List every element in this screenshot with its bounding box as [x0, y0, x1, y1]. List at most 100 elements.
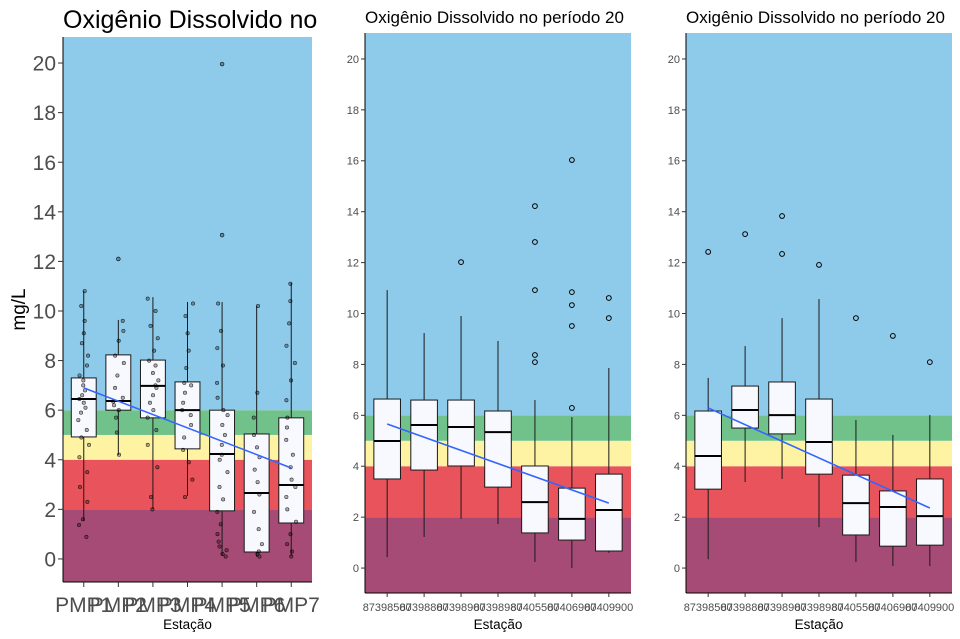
- panel1-jitter-point: [284, 425, 289, 430]
- panel1-jitter-point: [145, 442, 150, 447]
- panel1-jitter-point: [217, 544, 222, 549]
- panel3: 0 2 4 6 8 10 12 14 16 18 20 87398500873988008739890…: [668, 8, 955, 632]
- panel1-jitter-point: [221, 408, 226, 413]
- panel3-ytick-label: 20: [668, 54, 680, 66]
- panel1-ytick-label: 10: [33, 301, 56, 324]
- panel3-xtick-label: 87405500: [831, 602, 880, 614]
- panel1-jitter-point: [186, 348, 191, 353]
- panel1-jitter-point: [85, 470, 90, 475]
- panel1-jitter-point: [217, 485, 222, 490]
- panel1-jitter-point: [220, 551, 225, 556]
- panel1-jitter-point: [76, 418, 81, 423]
- panel2-xtick-label: 87409900: [584, 602, 633, 614]
- panel1-jitter-point: [218, 522, 223, 527]
- panel1-jitter-point: [145, 296, 150, 301]
- panel2-outlier-point: [532, 239, 538, 245]
- panel2-outlier-point: [568, 323, 575, 329]
- panel1-jitter-point: [82, 318, 87, 323]
- panel1-jitter-point: [181, 447, 186, 452]
- panel1-jitter-point: [255, 304, 260, 309]
- panel1-jitter-point: [147, 400, 152, 405]
- panel1-jitter-point: [81, 378, 86, 383]
- panel1-jitter-point: [153, 363, 158, 368]
- panel3-box: [879, 490, 907, 547]
- panel1-ytick-label: 4: [44, 449, 56, 472]
- panel2-ytick-label: 0: [353, 563, 359, 575]
- panel3-box: [694, 410, 722, 490]
- panel1-jitter-point: [224, 548, 229, 553]
- panel1-jitter-point: [77, 455, 82, 460]
- panel2-box: [373, 398, 401, 480]
- panel1-box: [278, 417, 305, 524]
- panel1-jitter-point: [155, 465, 160, 470]
- panel1-jitter-point: [256, 527, 261, 532]
- panel2-ytick-label: 4: [353, 461, 359, 473]
- panel2: 0 2 4 6 8 10 12 14 16 18 20 87398500873988008739890…: [347, 8, 634, 632]
- panel1-title: Oxigênio Dissolvido no: [63, 6, 317, 34]
- panel2-box: [484, 410, 512, 488]
- panel3-outlier-point: [889, 333, 896, 339]
- panel3-xtick-label: 87406900: [868, 602, 917, 614]
- panel1-outlier-point: [219, 61, 225, 67]
- panel1-jitter-point: [153, 383, 158, 388]
- panel1-jitter-point: [82, 289, 87, 294]
- panel3-outlier-point: [742, 231, 749, 237]
- panel1-jitter-point: [287, 321, 292, 326]
- panel1-ytick-label: 8: [44, 350, 56, 373]
- panel1-box: [174, 381, 201, 450]
- panel1-jitter-point: [80, 517, 85, 522]
- panel1-jitter-point: [117, 452, 122, 457]
- panel1-jitter-point: [255, 480, 260, 485]
- panel1-jitter-point: [182, 390, 187, 395]
- panel3-ytick-label: 4: [674, 461, 680, 473]
- panel1-jitter-point: [220, 423, 225, 428]
- panel1-jitter-point: [121, 361, 126, 366]
- panel1-jitter-point: [114, 430, 119, 435]
- panel1-jitter-point: [217, 457, 222, 462]
- panel1-jitter-point: [284, 343, 289, 348]
- panel1-jitter-point: [116, 408, 121, 413]
- panel1-jitter-point: [252, 432, 257, 437]
- panel3-xtick-label: 87398900: [758, 602, 807, 614]
- panel1-ytick-label: 18: [33, 102, 56, 125]
- panel1-jitter-point: [216, 539, 221, 544]
- panel1-jitter-point: [285, 542, 290, 547]
- panel1-jitter-point: [145, 415, 150, 420]
- panel1-ytick-label: 2: [44, 499, 56, 522]
- panel3-box: [916, 478, 944, 546]
- panel1-ytick-label: 6: [44, 400, 56, 423]
- panel1-jitter-point: [77, 397, 82, 402]
- panel1-jitter-point: [85, 499, 90, 504]
- panel2-outlier-point: [605, 295, 612, 301]
- panel1-jitter-point: [182, 494, 187, 499]
- panel3-xtick-label: 87398800: [721, 602, 770, 614]
- panel1-jitter-point: [252, 509, 257, 514]
- panel1-jitter-point: [257, 492, 262, 497]
- panel1-jitter-point: [156, 378, 161, 383]
- panel2-outlier-point: [532, 352, 538, 358]
- panel1-jitter-point: [86, 353, 91, 358]
- panel2-xtick-label: 87398500: [363, 602, 412, 614]
- panel1-jitter-point: [225, 470, 230, 475]
- panel1-jitter-point: [220, 363, 225, 368]
- panel1: 02468101214161820PMP1PMP2PMP3PMP4PMP5PMP…: [9, 6, 320, 632]
- panel3-outlier-point: [926, 359, 933, 366]
- panel1-jitter-point: [79, 435, 84, 440]
- panel1-jitter-point: [84, 428, 89, 433]
- panel3-ytick-label: 14: [668, 207, 680, 219]
- panel1-xtick-label: PMP3: [124, 594, 181, 617]
- panel3-ytick-label: 16: [668, 156, 680, 168]
- panel1-jitter-point: [252, 467, 257, 472]
- panel1-jitter-point: [183, 313, 188, 318]
- panel2-xtick-label: 87405500: [510, 602, 559, 614]
- panel1-ytick-label: 0: [44, 549, 56, 572]
- panel2-ytick-label: 20: [347, 54, 359, 66]
- panel1-ytick-label: 20: [33, 53, 56, 76]
- panel1-jitter-point: [288, 532, 293, 537]
- panel2-outlier-point: [605, 315, 612, 321]
- panel1-jitter-point: [293, 485, 298, 490]
- panel2-outlier-point: [458, 259, 464, 265]
- panel1-jitter-point: [180, 408, 185, 413]
- panel1-jitter-point: [289, 477, 294, 482]
- panel1-jitter-point: [79, 341, 84, 346]
